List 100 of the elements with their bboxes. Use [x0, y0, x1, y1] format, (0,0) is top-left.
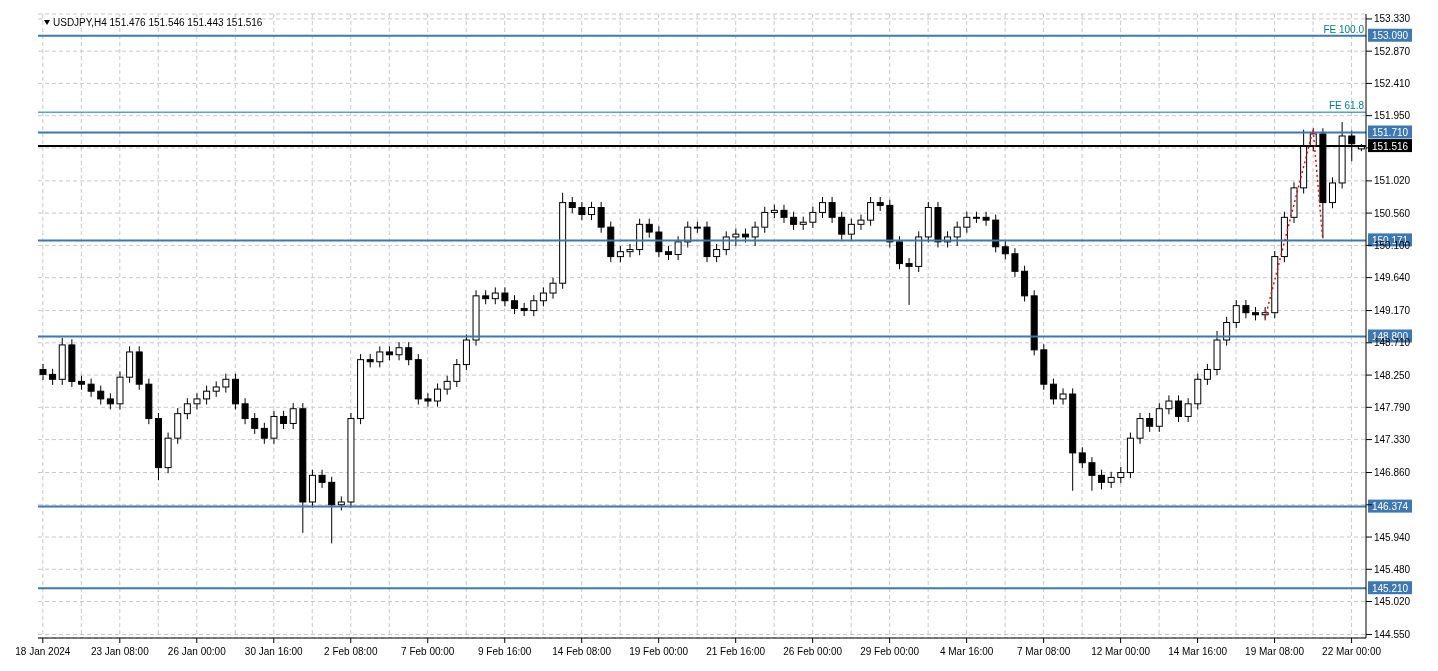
candlestick — [280, 410, 288, 430]
candlestick — [1242, 299, 1250, 319]
x-tick-label: 23 Jan 08:00 — [90, 646, 150, 657]
y-tick-label: 151.020 — [1374, 175, 1411, 187]
candlestick — [1059, 387, 1067, 406]
candlestick — [588, 201, 596, 221]
candlestick — [953, 221, 961, 247]
candlestick — [434, 382, 442, 408]
candlestick — [530, 294, 538, 317]
y-tick-label: 149.640 — [1374, 272, 1411, 284]
candlestick — [183, 397, 191, 420]
ref-line-label: 145.210 — [1371, 582, 1409, 594]
candlestick — [87, 378, 95, 398]
annotation: FE 61.8 — [1328, 100, 1365, 112]
candlestick — [1136, 412, 1144, 445]
candlestick — [1329, 176, 1337, 209]
x-tick-label: 14 Mar 16:00 — [1168, 646, 1228, 657]
candlestick — [241, 397, 249, 425]
y-tick-label: 145.020 — [1374, 596, 1411, 608]
x-tick-label: 29 Feb 00:00 — [860, 646, 920, 657]
x-tick-label: 7 Feb 00:00 — [401, 646, 455, 657]
candlestick — [626, 243, 634, 258]
chart-title: USDJPY,H4 151.476 151.546 151.443 151.516 — [53, 17, 263, 28]
y-tick-label: 144.550 — [1374, 629, 1411, 641]
candlestick — [790, 211, 798, 231]
y-tick-label: 148.250 — [1374, 369, 1411, 381]
candlestick — [453, 358, 461, 388]
y-tick-label: 152.410 — [1374, 77, 1411, 89]
candlestick — [895, 235, 903, 270]
y-tick-label: 149.170 — [1374, 305, 1411, 317]
x-tick-label: 19 Feb 00:00 — [629, 646, 689, 657]
candlestick — [1098, 469, 1106, 490]
candlestick — [761, 206, 769, 234]
x-tick-label: 4 Mar 16:00 — [939, 646, 994, 657]
candlestick — [1088, 456, 1096, 492]
x-tick-label: 26 Jan 00:00 — [167, 646, 227, 657]
candlestick — [963, 211, 971, 234]
candlestick — [539, 286, 547, 307]
candlestick — [251, 412, 259, 435]
candlestick — [39, 363, 47, 381]
ref-line-label: 151.710 — [1371, 126, 1409, 138]
candlestick — [674, 235, 682, 261]
candlestick — [549, 277, 557, 300]
candlestick — [97, 385, 105, 406]
x-tick-label: 19 Mar 08:00 — [1245, 646, 1305, 657]
candlestick — [501, 286, 509, 307]
x-tick-label: 7 Mar 08:00 — [1016, 646, 1071, 657]
candlestick — [1049, 378, 1057, 406]
x-tick-label: 21 Feb 16:00 — [706, 646, 766, 657]
ref-line-label: 146.374 — [1371, 501, 1409, 513]
x-tick-label: 14 Feb 08:00 — [552, 646, 612, 657]
candlestick — [328, 476, 336, 544]
ref-line-label: 153.090 — [1371, 30, 1409, 42]
candlestick — [867, 196, 875, 227]
candlestick — [1261, 306, 1269, 321]
candlestick — [376, 345, 384, 368]
annotation: FE 100.0 — [1323, 23, 1365, 35]
candlestick — [809, 206, 817, 229]
y-tick-label: 153.330 — [1374, 13, 1411, 25]
x-tick-label: 9 Feb 16:00 — [478, 646, 532, 657]
y-tick-label: 147.330 — [1374, 434, 1411, 446]
candlestick — [203, 385, 211, 406]
candlestick — [260, 422, 268, 445]
y-tick-label: 147.790 — [1374, 401, 1411, 413]
candlestick — [193, 392, 201, 410]
x-tick-label: 30 Jan 16:00 — [244, 646, 304, 657]
candlestick — [847, 218, 855, 241]
candlestick — [597, 201, 605, 234]
candlestick — [655, 225, 663, 258]
x-tick-label: 22 Mar 00:00 — [1322, 646, 1382, 657]
candlestick — [828, 196, 836, 224]
candlestick — [424, 392, 432, 408]
candlestick — [751, 221, 759, 247]
candlestick — [1232, 299, 1240, 329]
candlestick — [289, 402, 297, 430]
candlestick — [270, 410, 278, 445]
candlestick — [1165, 394, 1173, 415]
y-tick-label: 145.480 — [1374, 563, 1411, 575]
candlestick — [857, 214, 865, 231]
candlestick — [818, 196, 826, 219]
candlestick — [713, 243, 721, 263]
ref-line-label: 151.516 — [1371, 140, 1409, 152]
candlestick — [405, 341, 413, 366]
candlestick — [1001, 240, 1009, 260]
candlestick — [1146, 412, 1154, 433]
y-tick-label: 152.870 — [1374, 45, 1411, 57]
y-tick-label: 146.860 — [1374, 467, 1411, 479]
candlestick — [511, 294, 519, 315]
candlestick — [1155, 402, 1163, 433]
candlestick — [1223, 316, 1231, 347]
candlestick — [578, 201, 586, 221]
candlestick — [1203, 363, 1211, 386]
y-tick-label: 151.950 — [1374, 110, 1411, 122]
candlestick — [780, 204, 788, 224]
candlestick — [645, 218, 653, 239]
candlestick — [222, 373, 230, 394]
candlestick — [318, 469, 326, 489]
candlestick — [1011, 247, 1019, 278]
candlestick — [395, 341, 403, 361]
candlestick — [1175, 394, 1183, 423]
